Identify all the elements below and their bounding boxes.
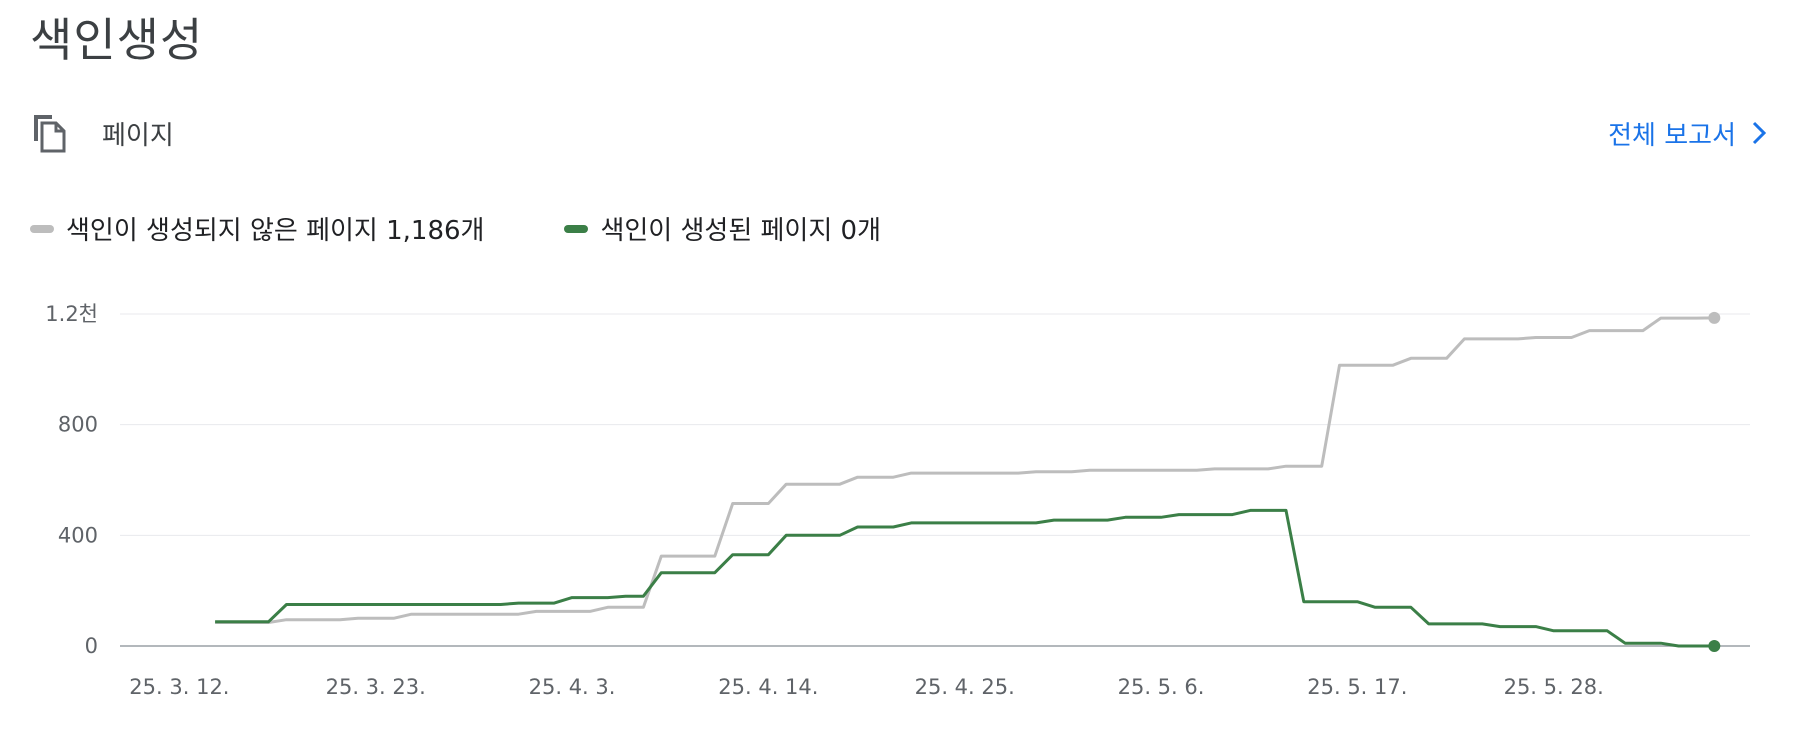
x-tick-label: 25. 5. 6. (1118, 675, 1205, 699)
x-tick-label: 25. 5. 28. (1504, 675, 1604, 699)
series-endpoint-indexed[interactable] (1708, 640, 1721, 652)
series-line-indexed (215, 508, 1715, 648)
x-tick-label: 25. 4. 3. (529, 675, 616, 699)
legend-item-not-indexed[interactable]: 색인이 생성되지 않은 페이지 1,186개 (30, 210, 484, 247)
type-label: 페이지 (102, 120, 174, 151)
x-tick-label: 25. 3. 23. (326, 675, 426, 699)
x-tick-label: 25. 5. 17. (1307, 675, 1407, 699)
x-tick-label: 25. 3. 12. (129, 675, 229, 699)
full-report-label: 전체 보고서 (1608, 120, 1736, 151)
y-tick-label: 400 (58, 523, 98, 547)
y-tick-label: 1.2천 (45, 302, 98, 326)
page-title: 색인생성 (30, 13, 204, 67)
y-tick-label: 800 (58, 413, 98, 437)
legend-label-not-indexed: 색인이 생성되지 않은 페이지 1,186개 (66, 216, 485, 246)
x-tick-label: 25. 4. 25. (915, 675, 1015, 699)
full-report-link[interactable]: 전체 보고서 (1608, 108, 1768, 158)
type-row: 페이지 (30, 108, 174, 158)
series-line-not-indexed (215, 316, 1715, 624)
series-endpoint-not-indexed[interactable] (1708, 311, 1721, 324)
chevron-right-icon (1752, 121, 1767, 145)
legend-item-indexed[interactable]: 색인이 생성된 페이지 0개 (564, 210, 881, 247)
legend-swatch-not-indexed (30, 224, 54, 233)
legend-swatch-indexed (564, 224, 589, 233)
indexing-line-chart: 0 400 800 1.2천 25. 3. 12. 25. 3. 23. 25. 4. 3.… (45, 302, 1750, 699)
y-tick-label: 0 (85, 634, 98, 658)
x-tick-label: 25. 4. 14. (718, 675, 818, 699)
copy-pages-icon (34, 115, 66, 153)
chart-legend: 색인이 생성되지 않은 페이지 1,186개 색인이 생성된 페이지 0개 (30, 210, 961, 247)
legend-label-indexed: 색인이 생성된 페이지 0개 (600, 216, 881, 246)
